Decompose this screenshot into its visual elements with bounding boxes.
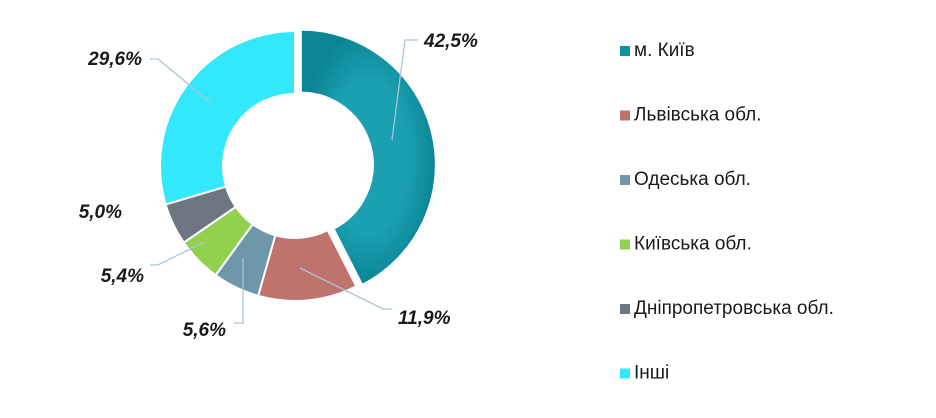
donut-slice-6: [159, 29, 296, 206]
legend-label-2: Львівська обл.: [634, 105, 762, 126]
leader-line-3: [234, 258, 244, 324]
data-label-4: 5,4%: [101, 266, 144, 287]
legend: м. Київ Львівська обл. Одеська обл. Київськ…: [620, 40, 834, 384]
legend-label-5: Дніпропетровська обл.: [634, 298, 834, 319]
legend-swatch-5: [620, 304, 630, 314]
data-label-2: 11,9%: [398, 308, 451, 329]
data-label-5: 5,0%: [79, 202, 122, 223]
leader-line-1: [391, 39, 418, 141]
donut-slice-1: [299, 28, 437, 287]
leader-line-4: [150, 241, 205, 266]
legend-label-3: Одеська обл.: [634, 169, 751, 190]
legend-label-6: Інші: [634, 363, 669, 384]
leader-line-6: [150, 58, 212, 104]
slices-group: [159, 28, 437, 302]
legend-swatch-2: [620, 110, 630, 121]
leader-line-2: [299, 267, 392, 310]
data-labels-group: 42,5% 11,9% 5,6% 5,4% 5,0% 29,6%: [79, 31, 478, 341]
leader-lines-group: [150, 39, 418, 324]
data-label-6: 29,6%: [87, 49, 142, 70]
legend-swatch-4: [620, 239, 630, 250]
legend-swatch-3: [620, 175, 630, 185]
legend-swatch-6: [620, 368, 630, 379]
data-label-3: 5,6%: [183, 320, 226, 341]
data-label-1: 42,5%: [423, 31, 478, 52]
legend-label-1: м. Київ: [634, 40, 695, 61]
legend-swatch-1: [620, 46, 630, 56]
legend-label-4: Київська обл.: [634, 234, 752, 255]
